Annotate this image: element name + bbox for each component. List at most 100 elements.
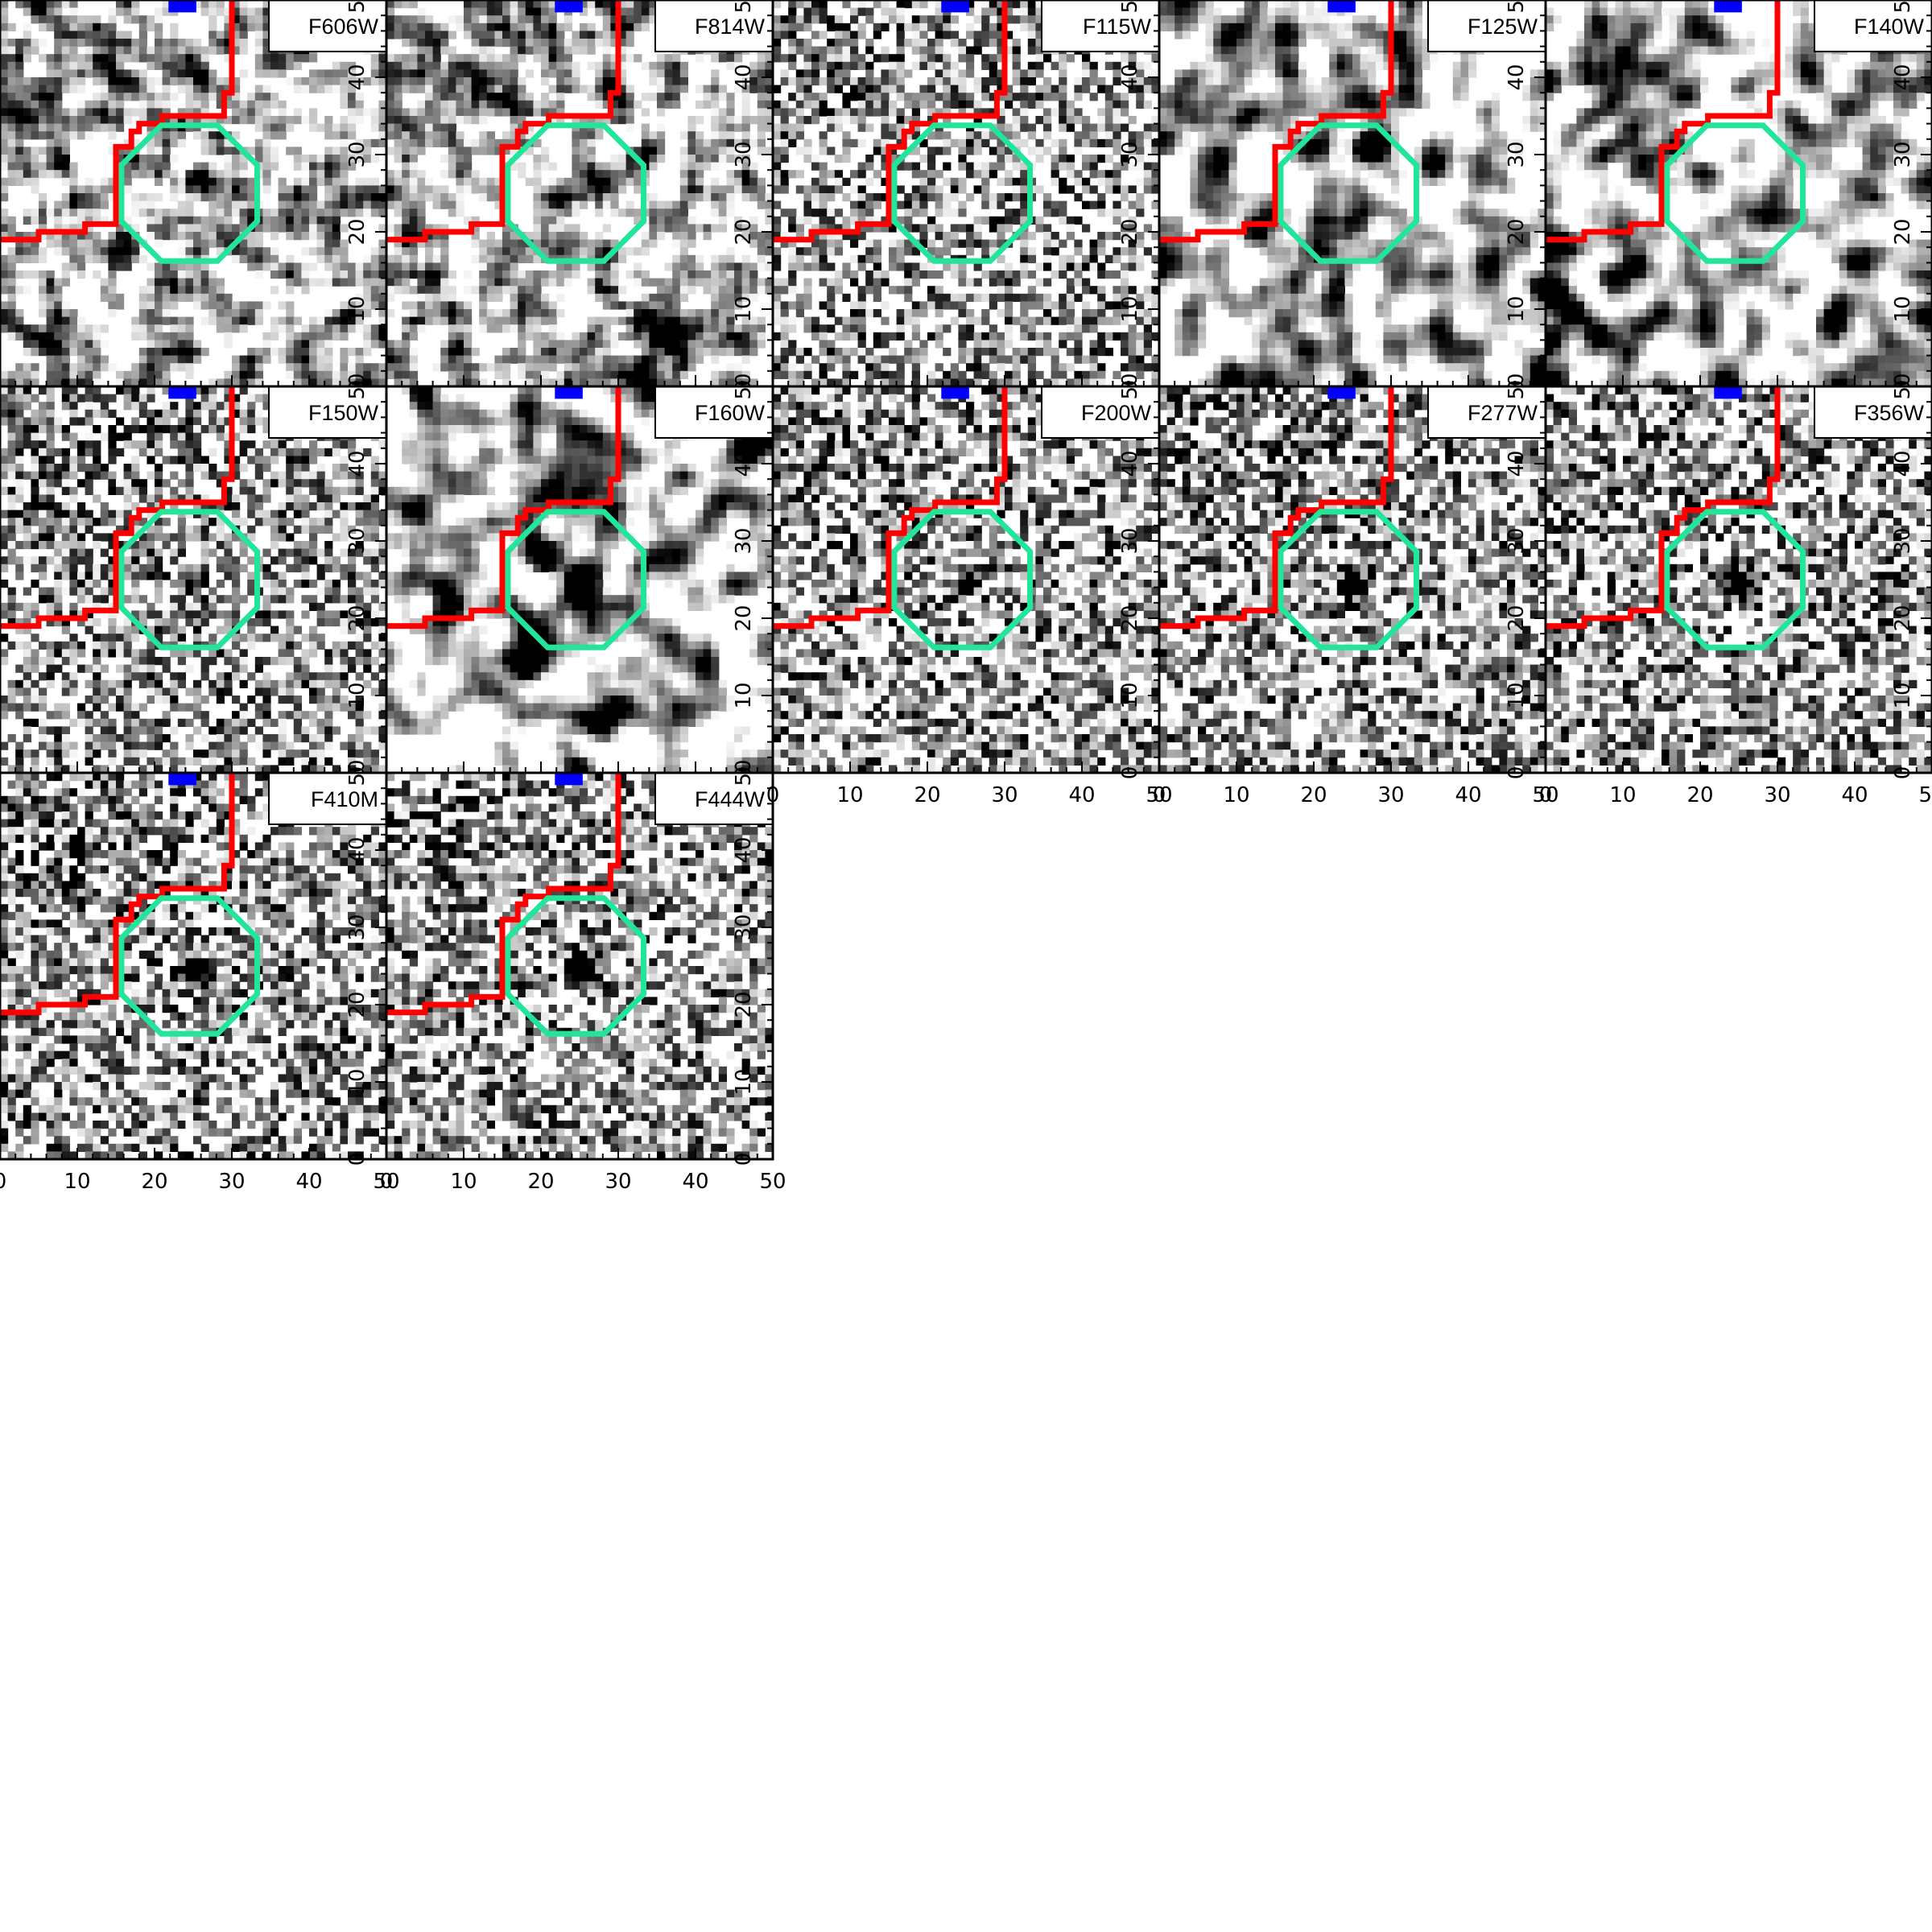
neighbor-mask <box>941 386 969 399</box>
panel-f356w: F356W 0 10 20 30 40 50 <box>1544 373 1932 780</box>
x-tick-label: 0 <box>1539 783 1553 807</box>
x-tick-label: 40 <box>682 1170 708 1194</box>
photometry-aperture <box>505 122 646 264</box>
band-label: F606W <box>308 14 379 39</box>
y-tick-label: 10 <box>732 295 756 322</box>
segmentation-contour <box>773 0 1008 243</box>
y-tick-label: 20 <box>345 991 369 1018</box>
panel-f150w: F150W01020304050 <box>0 373 388 779</box>
y-tick-label: 10 <box>1891 682 1915 708</box>
y-tick-label: 10 <box>1505 295 1529 322</box>
band-label: F140W <box>1854 14 1925 39</box>
y-tick-label: 10 <box>1118 295 1142 322</box>
cutout-image <box>773 0 1159 386</box>
y-tick-label: 50 <box>732 759 756 786</box>
x-tick-label: 50 <box>373 1170 399 1194</box>
y-tick-label: 40 <box>1118 450 1142 477</box>
panel-f160w: F160W01020304050 <box>385 373 774 779</box>
segmentation-contour <box>0 773 235 1016</box>
cutout-image <box>386 773 773 1159</box>
x-tick-label: 30 <box>1764 783 1790 807</box>
y-tick-label: 30 <box>345 141 369 167</box>
x-tick-label: 40 <box>1068 783 1095 807</box>
x-tick-label: 30 <box>605 1170 631 1194</box>
band-label: F160W <box>695 401 766 425</box>
panel-f814w: F814W01020304050 <box>385 0 774 393</box>
segmentation-contour <box>386 386 621 630</box>
y-tick-label: 40 <box>732 450 756 477</box>
band-label: F410M <box>311 787 378 811</box>
x-tick-label: 20 <box>914 783 940 807</box>
photometry-aperture <box>1278 122 1419 264</box>
cutout-image <box>773 386 1159 773</box>
x-tick-label: 50 <box>1918 783 1932 807</box>
band-label-box <box>654 386 774 439</box>
band-label: F150W <box>308 401 379 425</box>
y-tick-label: 30 <box>1505 141 1529 167</box>
segmentation-contour <box>1546 0 1781 243</box>
x-tick-label: 20 <box>141 1170 167 1194</box>
neighbor-mask <box>168 0 196 13</box>
y-tick-label: 20 <box>1118 605 1142 631</box>
neighbor-mask <box>555 386 583 399</box>
y-tick-label: 30 <box>732 914 756 940</box>
y-tick-label: 20 <box>345 218 369 245</box>
y-tick-label: 30 <box>1891 141 1915 167</box>
y-tick-label: 40 <box>345 450 369 477</box>
y-tick-label: 20 <box>1118 218 1142 245</box>
band-label: F356W <box>1854 401 1925 425</box>
x-tick-label: 10 <box>836 783 863 807</box>
segmentation-contour <box>773 386 1008 630</box>
band-label-box <box>268 0 387 52</box>
x-tick-label: 50 <box>1146 783 1172 807</box>
band-label: F200W <box>1081 401 1152 425</box>
neighbor-mask <box>555 0 583 13</box>
segmentation-contour <box>1159 386 1394 630</box>
x-tick-label: 10 <box>1223 783 1249 807</box>
x-tick-label: 30 <box>218 1170 245 1194</box>
band-label: F115W <box>1083 14 1152 39</box>
y-tick-label: 50 <box>1891 0 1915 14</box>
cutout-image <box>0 0 386 386</box>
y-tick-label: 40 <box>1118 64 1142 90</box>
x-tick-label: 10 <box>450 1170 477 1194</box>
neighbor-mask <box>555 773 583 786</box>
x-tick-label: 0 <box>1153 783 1166 807</box>
y-tick-label: 30 <box>345 914 369 940</box>
y-tick-label: 50 <box>345 373 369 399</box>
neighbor-mask <box>941 0 969 13</box>
y-tick-label: 40 <box>345 836 369 863</box>
segmentation-contour <box>0 386 235 630</box>
y-tick-label: 40 <box>1891 64 1915 90</box>
neighbor-mask <box>1714 386 1742 399</box>
segmentation-contour <box>386 773 621 1016</box>
y-tick-label: 30 <box>1891 527 1915 554</box>
y-tick-label: 10 <box>345 295 369 322</box>
cutout-image <box>1159 386 1546 773</box>
band-label-box <box>654 772 774 825</box>
y-tick-label: 40 <box>1505 450 1529 477</box>
y-tick-label: 0 <box>1891 766 1915 780</box>
y-tick-label: 50 <box>1118 0 1142 14</box>
panel-f444w: F444W 0 10 20 30 40 50 <box>385 759 774 1166</box>
y-tick-label: 20 <box>732 605 756 631</box>
band-label: F814W <box>695 14 766 39</box>
neighbor-mask <box>1714 0 1742 13</box>
y-tick-label: 10 <box>1891 295 1915 322</box>
y-tick-label: 20 <box>345 605 369 631</box>
panel-f410m: F410M 0 10 20 30 40 50 <box>0 759 388 1166</box>
x-tick-label: 50 <box>1532 783 1558 807</box>
band-label-box <box>1427 386 1546 439</box>
tick-marks <box>1545 386 1932 774</box>
photometry-aperture <box>118 122 260 264</box>
y-tick-label: 30 <box>732 527 756 554</box>
panel-f115w: F115W01020304050 <box>771 0 1161 393</box>
panel-f140w: F140W01020304050 <box>1544 0 1932 393</box>
y-tick-label: 50 <box>732 373 756 399</box>
y-tick-label: 0 <box>345 1153 369 1166</box>
tick-marks <box>386 772 774 1160</box>
